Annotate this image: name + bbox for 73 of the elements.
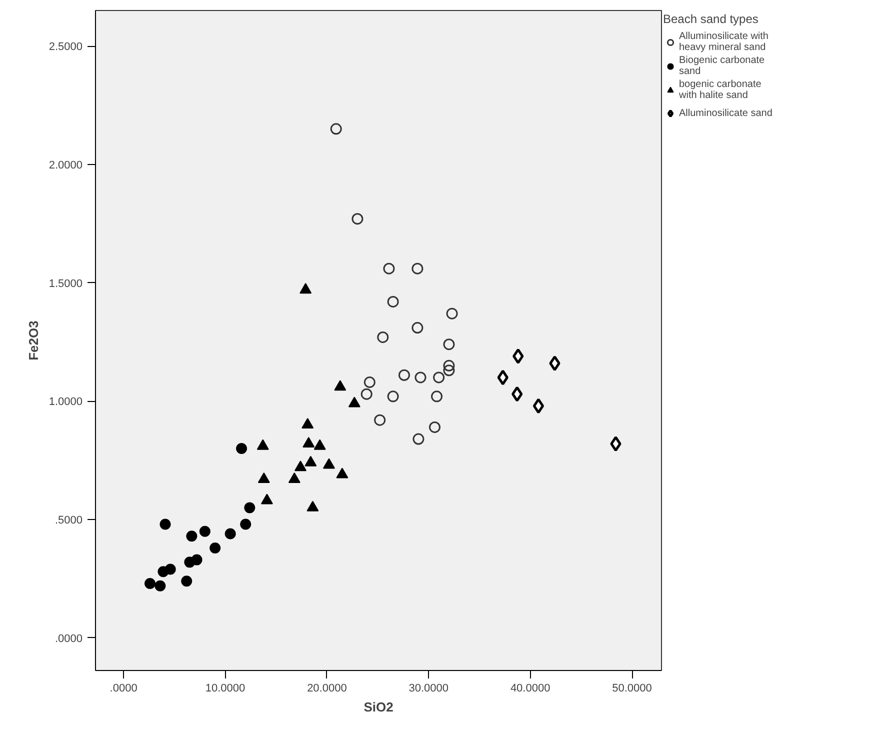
legend-title: Beach sand types	[663, 12, 760, 26]
point	[352, 213, 364, 225]
point	[412, 262, 424, 274]
point	[443, 360, 455, 372]
y-tick-label: .5000	[54, 514, 83, 527]
legend-label: bogenic carbonate with halite sand	[679, 79, 762, 101]
point	[497, 370, 508, 386]
point	[306, 500, 319, 512]
point	[398, 369, 410, 381]
point	[302, 436, 315, 448]
legend-label: Alluminosilicate with heavy mineral sand	[679, 31, 768, 53]
point	[191, 554, 202, 566]
point	[549, 356, 560, 372]
x-tick-label: 30.0000	[408, 682, 449, 694]
point	[431, 390, 443, 402]
point	[360, 388, 372, 400]
point	[160, 518, 171, 530]
x-tick-label: 10.0000	[205, 682, 246, 694]
point	[387, 296, 399, 308]
point	[446, 308, 458, 320]
point	[377, 332, 389, 343]
legend-label: Alluminosilicate sand	[679, 108, 772, 118]
point	[256, 439, 269, 450]
point	[512, 386, 523, 402]
point	[240, 518, 252, 530]
x-tick-label: .0000	[110, 682, 138, 694]
point	[512, 348, 524, 364]
point	[199, 526, 210, 537]
y-axis-title: Fe2O3	[26, 320, 41, 360]
point	[428, 421, 440, 433]
y-tick-label: 2.0000	[48, 159, 83, 172]
point	[236, 443, 248, 454]
y-tick-label: 1.0000	[48, 396, 83, 408]
point	[364, 376, 376, 388]
point	[288, 472, 300, 483]
point	[334, 380, 346, 391]
point	[610, 436, 622, 452]
point	[186, 530, 198, 542]
point	[224, 528, 236, 540]
point	[164, 564, 176, 575]
point	[374, 414, 386, 426]
point	[210, 542, 221, 554]
point	[383, 262, 395, 274]
point	[336, 468, 348, 478]
point	[304, 456, 317, 466]
point	[294, 460, 307, 472]
point	[314, 439, 326, 450]
point	[300, 283, 312, 294]
point	[414, 372, 426, 384]
x-tick-label: 20.0000	[307, 682, 347, 694]
x-tick-label: 50.0000	[612, 682, 652, 694]
point	[412, 322, 424, 334]
point	[433, 372, 445, 384]
point	[181, 576, 192, 587]
point	[348, 396, 360, 408]
point	[412, 433, 424, 445]
y-tick-label: .0000	[54, 632, 83, 645]
point	[322, 458, 335, 469]
point	[443, 364, 455, 376]
point	[532, 398, 544, 414]
point	[260, 494, 273, 504]
point	[144, 578, 156, 589]
point	[302, 418, 314, 429]
point	[443, 338, 455, 350]
x-tick-label: 40.0000	[510, 682, 550, 694]
y-tick-label: 1.5000	[48, 278, 83, 290]
point	[258, 472, 270, 483]
x-axis-title: SiO2	[364, 700, 394, 714]
point	[154, 580, 166, 592]
point	[244, 502, 256, 514]
point	[387, 390, 399, 402]
y-tick-label: 2.5000	[48, 41, 83, 54]
point	[330, 123, 342, 135]
